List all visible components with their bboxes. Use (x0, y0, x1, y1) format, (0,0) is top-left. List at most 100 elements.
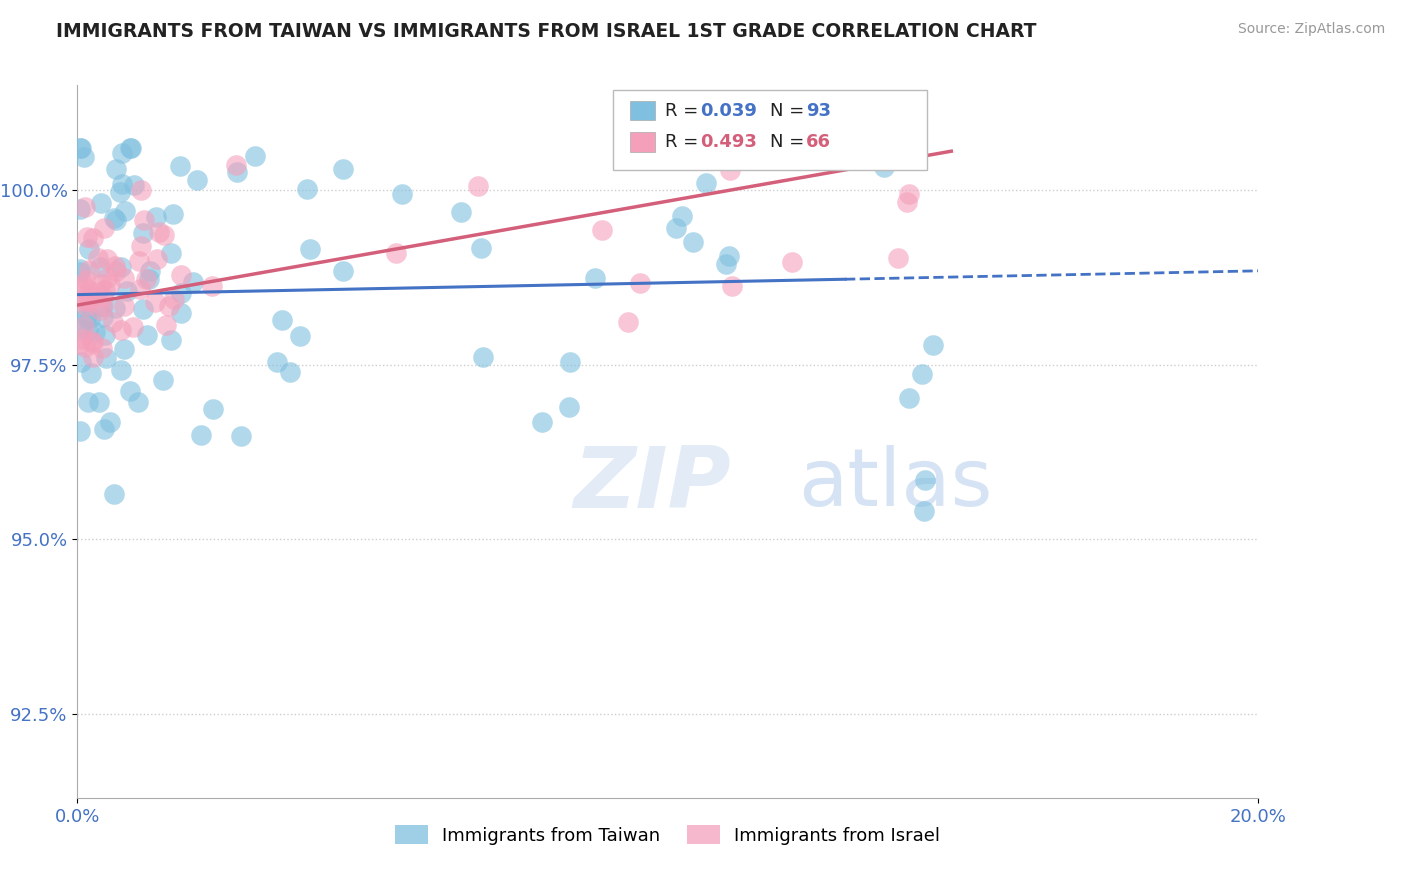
Point (148, 226, 170, 240)
Text: Source: ZipAtlas.com: Source: ZipAtlas.com (1237, 22, 1385, 37)
Point (202, 402, 225, 417)
Point (90, 196, 112, 211)
Point (110, 323, 132, 337)
Point (79, 310, 101, 325)
Point (82, 335, 104, 350)
Point (76, 325, 98, 339)
Point (105, 162, 128, 177)
Point (91, 310, 114, 324)
Point (94, 284, 117, 298)
Point (896, 194, 918, 209)
Point (103, 315, 125, 329)
Point (143, 295, 166, 310)
Point (886, 251, 908, 265)
Point (145, 210, 167, 224)
Text: 0.493: 0.493 (700, 133, 756, 151)
Point (73, 318, 96, 333)
Point (155, 318, 177, 333)
Point (299, 242, 322, 256)
Legend: Immigrants from Taiwan, Immigrants from Israel: Immigrants from Taiwan, Immigrants from … (387, 815, 949, 854)
Point (82, 290, 104, 304)
Point (100, 415, 122, 429)
Point (93, 221, 115, 235)
Point (91, 300, 114, 314)
Point (114, 204, 136, 219)
Point (472, 351, 495, 365)
Point (470, 241, 492, 255)
Point (75, 310, 97, 325)
Point (105, 264, 128, 278)
Point (90, 277, 112, 292)
Text: atlas: atlas (797, 445, 993, 524)
Point (855, 141, 877, 155)
Point (162, 206, 184, 220)
Point (75, 309, 97, 323)
Point (135, 271, 157, 285)
Point (160, 333, 183, 347)
Point (96, 252, 118, 266)
Point (75, 294, 97, 309)
Point (89, 260, 111, 275)
Point (332, 263, 354, 277)
Point (153, 227, 176, 242)
Point (111, 145, 134, 160)
Text: ZIP: ZIP (574, 442, 731, 526)
Point (583, 271, 606, 285)
Point (718, 249, 741, 263)
Point (138, 272, 160, 286)
Point (69, 425, 91, 439)
Point (132, 213, 155, 227)
Point (77, 242, 100, 256)
Point (266, 354, 288, 368)
Point (84, 325, 107, 339)
Text: IMMIGRANTS FROM TAIWAN VS IMMIGRANTS FROM ISRAEL 1ST GRADE CORRELATION CHART: IMMIGRANTS FROM TAIWAN VS IMMIGRANTS FRO… (56, 22, 1036, 41)
Point (190, 428, 212, 442)
Point (290, 328, 312, 343)
Point (295, 181, 318, 195)
Point (450, 205, 472, 219)
Point (69, 355, 91, 369)
Point (96, 270, 118, 285)
Point (170, 306, 193, 320)
Point (332, 161, 354, 176)
Point (112, 343, 135, 357)
Point (169, 159, 191, 173)
Text: 93: 93 (806, 102, 831, 120)
Point (76, 230, 98, 244)
Text: N =: N = (770, 102, 810, 120)
Point (93, 422, 115, 436)
Point (75, 200, 97, 214)
Point (111, 177, 134, 191)
Text: 0.039: 0.039 (700, 102, 756, 120)
Point (77, 294, 100, 309)
Point (127, 395, 149, 409)
Point (69, 262, 91, 277)
Point (129, 183, 152, 197)
Point (385, 246, 408, 260)
Point (628, 277, 651, 291)
Point (91, 342, 114, 356)
Point (103, 211, 125, 225)
Point (75, 300, 97, 314)
Text: N =: N = (770, 133, 810, 151)
Point (104, 213, 127, 227)
Point (69, 265, 91, 279)
Point (225, 158, 247, 172)
Point (914, 474, 936, 488)
Point (122, 178, 145, 192)
Point (82, 351, 104, 365)
Point (146, 252, 169, 267)
Point (72, 278, 94, 293)
Point (912, 504, 935, 518)
Point (132, 302, 155, 317)
Point (132, 227, 155, 241)
Point (110, 260, 132, 274)
Point (129, 282, 152, 296)
Point (96, 351, 118, 366)
Point (129, 239, 152, 253)
Point (170, 285, 193, 300)
Point (72, 332, 94, 346)
Point (108, 185, 131, 199)
Point (120, 141, 142, 155)
Point (104, 301, 127, 315)
